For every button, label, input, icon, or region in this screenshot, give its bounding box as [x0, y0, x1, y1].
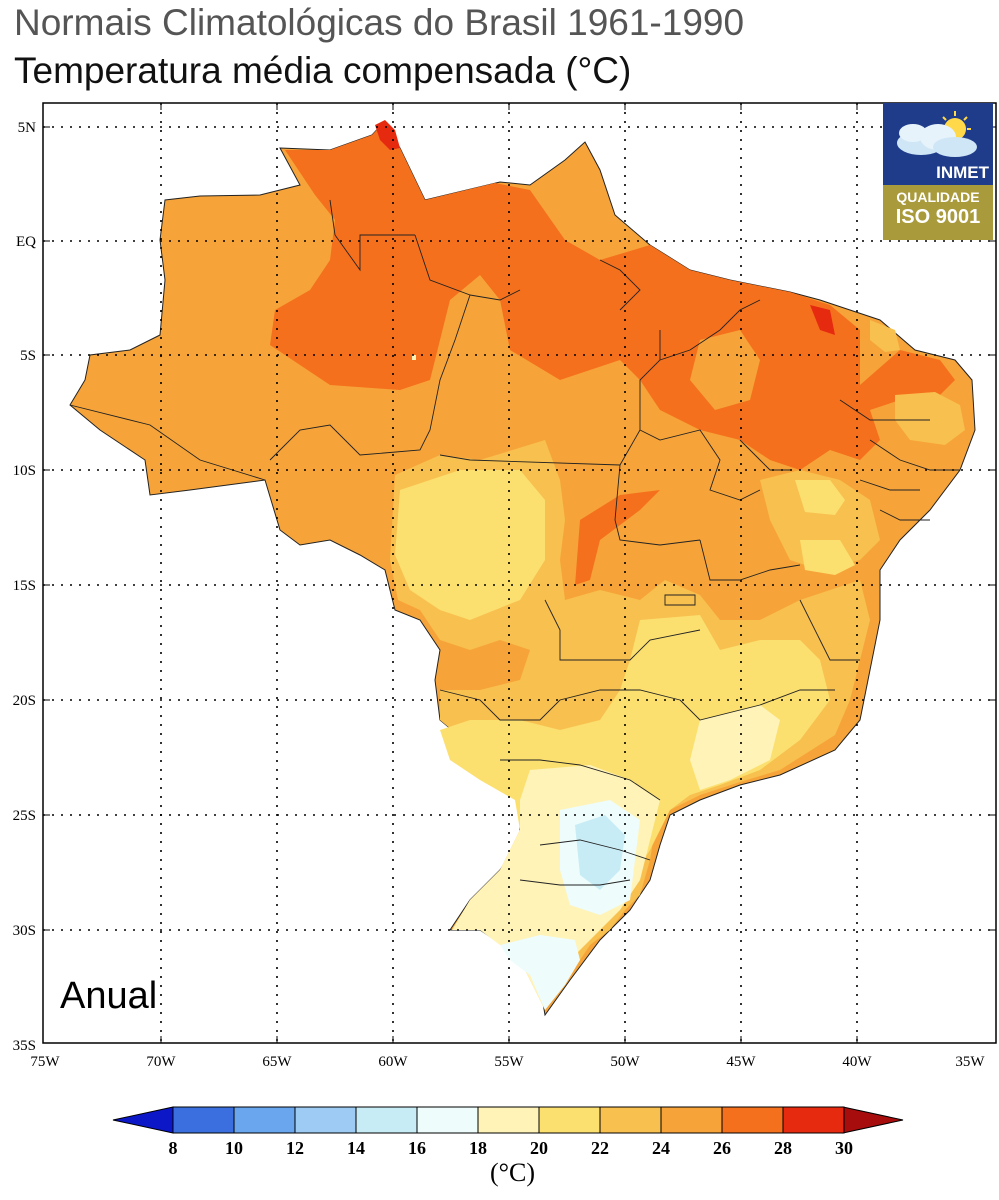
colorbar-segment	[782, 1106, 845, 1134]
colorbar-tick-label: 22	[591, 1138, 609, 1158]
colorbar-segment	[477, 1106, 540, 1134]
colorbar-segment	[538, 1106, 601, 1134]
cloud-sun-icon	[897, 111, 977, 157]
lon-label: 35W	[955, 1054, 985, 1070]
lat-label: 30S	[13, 923, 36, 939]
colorbar-segment	[233, 1106, 296, 1134]
zone-20-22-east	[760, 480, 855, 675]
lon-label: 50W	[610, 1054, 640, 1070]
colorbar-segment	[660, 1106, 723, 1134]
lat-label: 5S	[20, 348, 36, 364]
lat-label: 15S	[13, 578, 36, 594]
colorbar-tick-label: 10	[225, 1138, 243, 1158]
colorbar-tick-label: 8	[169, 1138, 178, 1158]
colorbar-tick-label: 20	[530, 1138, 548, 1158]
colorbar-tick-label: 30	[835, 1138, 853, 1158]
zone-14-16	[575, 815, 625, 890]
lon-label: 55W	[494, 1054, 524, 1070]
lat-label: EQ	[16, 234, 36, 250]
colorbar-over-arrow	[842, 1106, 904, 1134]
lat-label: 10S	[13, 463, 36, 479]
lat-labels: 5N EQ 5S 10S 15S 20S 25S 30S 35S	[13, 120, 37, 1054]
colorbar-segment	[294, 1106, 357, 1134]
lon-label: 65W	[262, 1054, 292, 1070]
colorbar-segment	[416, 1106, 479, 1134]
colorbar-under-arrow	[112, 1106, 174, 1134]
zone-18-20-north-spot	[412, 355, 416, 360]
colorbar-segment	[355, 1106, 418, 1134]
colorbar-tick-label: 24	[652, 1138, 670, 1158]
inmet-label: INMET	[936, 163, 989, 182]
colorbar: 8 10 12 14 16 18 20 22 24 26 28 30	[112, 1106, 904, 1158]
zone-26-28-west-central	[575, 490, 660, 585]
zone-18-20	[690, 705, 780, 790]
state-borders	[69, 199, 960, 886]
lat-ticks	[43, 126, 996, 931]
quality-label: QUALIDADE	[896, 189, 980, 205]
lon-label: 75W	[30, 1054, 60, 1070]
colorbar-segment	[172, 1106, 235, 1134]
zone-26-28-north	[270, 122, 955, 470]
lon-label: 45W	[726, 1054, 756, 1070]
lon-labels: 75W 70W 65W 60W 55W 50W 45W 40W 35W	[30, 1054, 985, 1070]
lon-label: 70W	[146, 1054, 176, 1070]
lon-ticks	[160, 103, 858, 1043]
zone-22-24-northeast	[870, 320, 965, 445]
lon-label: 60W	[378, 1054, 408, 1070]
inmet-badge: INMET QUALIDADE ISO 9001	[883, 103, 993, 240]
colorbar-tick-label: 18	[469, 1138, 487, 1158]
zone-22-24-east	[760, 470, 880, 570]
inmet-badge-bottom	[883, 185, 993, 240]
colorbar-tick-label: 28	[774, 1138, 792, 1158]
lon-label: 40W	[842, 1054, 872, 1070]
colorbar-tick-label: 26	[713, 1138, 731, 1158]
colorbar-segment	[721, 1106, 784, 1134]
colorbar-tick-label: 16	[408, 1138, 426, 1158]
lat-label: 25S	[13, 808, 36, 824]
colorbar-tick-label: 14	[347, 1138, 365, 1158]
colorbar-segment	[599, 1106, 662, 1134]
map-subtitle: Temperatura média compensada (°C)	[14, 50, 632, 91]
iso-label: ISO 9001	[895, 206, 981, 228]
colorbar-tick-label: 12	[286, 1138, 304, 1158]
lat-label: 20S	[13, 693, 36, 709]
zone-20-22	[395, 470, 545, 620]
inmet-badge-top: INMET	[883, 103, 993, 185]
map-title: Normais Climatológicas do Brasil 1961-19…	[14, 2, 745, 43]
zone-24-26-centre-north	[690, 330, 760, 410]
lat-label: 5N	[18, 120, 37, 136]
gridlines	[43, 103, 996, 1043]
colorbar-unit: (°C)	[490, 1158, 536, 1187]
period-label: Anual	[60, 975, 158, 1017]
lat-label: 35S	[13, 1038, 36, 1054]
